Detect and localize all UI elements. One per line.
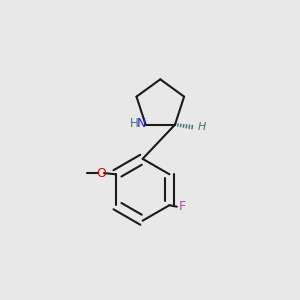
Text: H: H bbox=[197, 122, 206, 132]
Text: O: O bbox=[96, 167, 106, 180]
Text: H: H bbox=[129, 117, 138, 130]
Text: N: N bbox=[137, 117, 146, 130]
Text: F: F bbox=[178, 200, 186, 213]
